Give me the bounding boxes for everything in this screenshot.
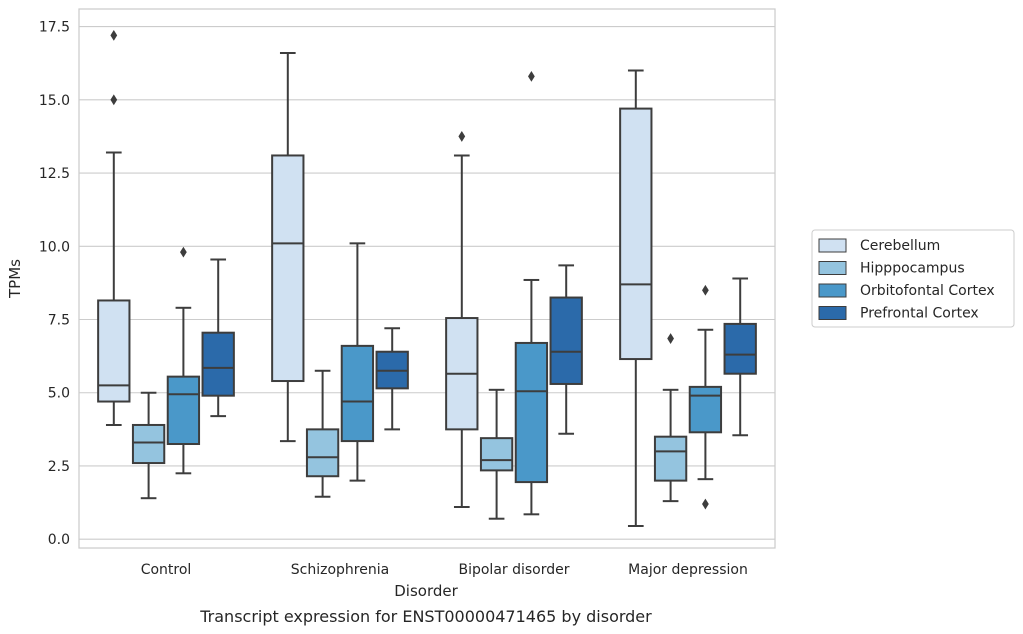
box-iqr [653,435,688,482]
box-orbitofontal-cortex-major-depression [688,284,723,510]
x-tick-label: Major depression [628,562,748,578]
box-hipppocampus-bipolar-disorder [479,388,514,520]
box-orbitofontal-cortex-bipolar-disorder [514,70,549,516]
outlier-point [528,70,535,82]
box-orbitofontal-cortex-schizophrenia [340,242,375,482]
legend-swatch [818,261,847,275]
box-prefrontal-cortex-control [201,258,235,418]
box-prefrontal-cortex-schizophrenia [375,327,409,431]
outlier-point [180,246,187,258]
x-tick-label: Schizophrenia [291,562,389,578]
box-cerebellum-major-depression [619,69,653,528]
plot-frame [78,8,776,549]
y-tick-label: 15.0 [39,93,70,109]
outlier-point [667,333,674,344]
box-iqr [549,296,583,385]
y-tick-label: 12.5 [39,166,70,182]
legend-frame [811,229,1015,328]
y-tick-label: 0.0 [48,532,70,548]
box-orbitofontal-cortex-control [166,246,201,475]
y-axis-ticks: 0.0 2.5 5.0 7.5 10.0 12.5 15.0 17.5 [39,20,70,549]
box-cerebellum-control [97,29,131,426]
box-hipppocampus-control [131,391,166,500]
legend-label: Hipppocampus [860,261,965,277]
legend-label: Cerebellum [860,238,940,254]
legend-label: Prefrontal Cortex [860,306,979,322]
y-axis-label: TPMs [6,259,24,299]
box-cerebellum-schizophrenia [271,51,305,443]
y-tick-label: 10.0 [39,239,70,255]
box-prefrontal-cortex-bipolar-disorder [549,264,583,435]
box-series [97,29,757,528]
box-iqr [479,437,514,472]
box-iqr [514,341,549,484]
y-tick-label: 7.5 [48,313,70,329]
box-iqr [131,423,166,465]
x-axis-label: Disorder [394,582,458,600]
box-iqr [305,428,340,478]
legend-swatch [818,306,847,320]
x-axis-ticks: Control Schizophrenia Bipolar disorder Majo… [141,562,748,578]
box-prefrontal-cortex-major-depression [723,277,757,437]
outlier-point [110,29,118,41]
box-iqr [723,322,757,375]
outlier-point [110,94,118,106]
box-iqr [201,331,235,397]
legend: Cerebellum Hipppocampus Orbitofontal Corte… [811,229,1015,328]
legend-swatch [818,283,847,298]
box-iqr [688,385,723,434]
box-iqr [271,154,305,383]
x-tick-label: Bipolar disorder [458,562,569,578]
box-hipppocampus-schizophrenia [305,369,340,498]
y-tick-label: 17.5 [39,20,70,36]
box-cerebellum-bipolar-disorder [445,131,479,508]
box-iqr [340,344,375,443]
outlier-point [458,131,466,142]
y-tick-label: 2.5 [48,459,70,475]
x-tick-label: Control [141,562,192,578]
figure-caption: Transcript expression for ENST0000047146… [199,607,652,626]
y-tick-label: 5.0 [48,386,70,402]
outlier-point [702,284,709,296]
box-iqr [166,375,201,446]
legend-swatch [818,238,847,253]
legend-label: Orbitofontal Cortex [860,283,995,299]
outlier-point [702,498,709,510]
box-iqr [619,107,653,361]
box-hipppocampus-major-depression [653,333,688,503]
